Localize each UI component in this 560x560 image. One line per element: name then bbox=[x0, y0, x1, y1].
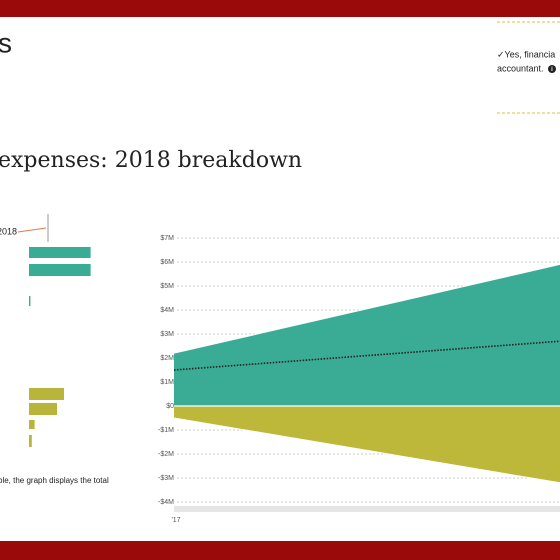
bar bbox=[29, 264, 91, 276]
info-icon-glyph: i bbox=[551, 67, 553, 73]
x-tick-label: '17 bbox=[171, 517, 180, 524]
y-tick-label: -$2M bbox=[158, 451, 174, 458]
y-tick-label: -$3M bbox=[158, 475, 174, 482]
top-bar bbox=[0, 0, 560, 17]
heading: s bbox=[0, 27, 12, 58]
bar bbox=[29, 420, 35, 429]
area-edge bbox=[173, 263, 560, 354]
callout-text: ✓Yes, financia bbox=[497, 49, 555, 59]
area-edge bbox=[173, 417, 560, 484]
info-icon[interactable] bbox=[548, 65, 556, 73]
y-tick-label: $5M bbox=[160, 283, 174, 290]
bar bbox=[29, 403, 57, 415]
y-tick-label: $2M bbox=[160, 355, 174, 362]
note: ble, the graph displays the total bbox=[0, 476, 109, 485]
y-tick-label: $1M bbox=[160, 379, 174, 386]
y-tick-label: -$1M bbox=[158, 427, 174, 434]
y-tick-label: $7M bbox=[160, 235, 174, 242]
callout-text: accountant. bbox=[497, 63, 544, 73]
y-tick-label: $3M bbox=[160, 331, 174, 338]
annotation-line bbox=[17, 227, 47, 233]
area bbox=[174, 264, 560, 406]
bar bbox=[29, 247, 91, 258]
y-tick-label: $6M bbox=[160, 259, 174, 266]
bottom-bar bbox=[0, 541, 560, 560]
y-tick-label: $4M bbox=[160, 307, 174, 314]
area bbox=[174, 406, 560, 483]
bar bbox=[29, 435, 32, 447]
bar bbox=[29, 296, 31, 306]
y-tick-label: $0 bbox=[166, 403, 174, 410]
bar bbox=[29, 388, 64, 400]
annotation: 2018 bbox=[0, 226, 17, 236]
section-title: expenses: 2018 breakdown bbox=[0, 148, 302, 173]
y-tick-label: -$4M bbox=[158, 499, 174, 506]
x-axis-band bbox=[174, 506, 560, 512]
